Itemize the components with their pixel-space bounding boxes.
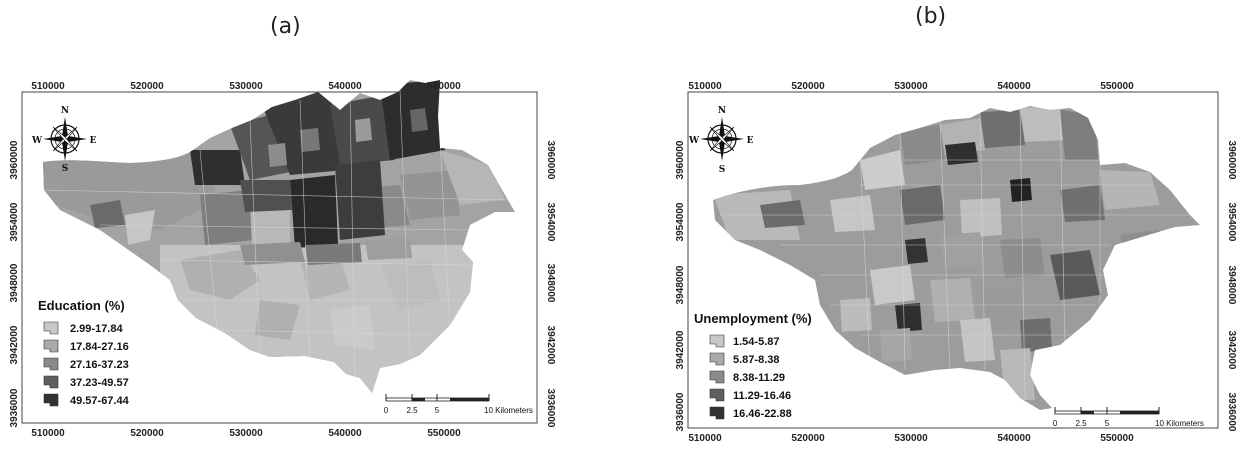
compass-w: W [31, 136, 43, 146]
y-tick: 3942000 [545, 326, 556, 365]
legend-item: 49.57-67.44 [70, 395, 130, 407]
y-tick: 3960000 [675, 140, 686, 179]
x-tick: 520000 [791, 433, 825, 444]
legend-item: 16.46-22.88 [733, 408, 792, 420]
panel-b-label: (b) [915, 4, 947, 29]
x-tick: 530000 [894, 81, 928, 92]
x-tick: 520000 [791, 81, 825, 92]
legend-swatch-icon [709, 334, 725, 420]
scale-label: 0 [384, 406, 389, 415]
compass-w: W [688, 136, 700, 146]
x-tick: 520000 [130, 81, 164, 92]
compass-n: N [718, 106, 726, 116]
scale-bar [385, 394, 490, 402]
x-tick: 550000 [427, 428, 461, 439]
x-tick: 550000 [1100, 81, 1134, 92]
x-tick: 540000 [328, 81, 362, 92]
x-tick: 520000 [130, 428, 164, 439]
y-tick: 3936000 [545, 389, 556, 428]
legend-title: Unemployment (%) [694, 311, 812, 326]
x-tick: 550000 [427, 81, 461, 92]
y-tick: 3948000 [9, 263, 20, 302]
legend-item: 5.87-8.38 [733, 354, 779, 366]
scale-label: 10 Kilometers [1155, 419, 1204, 428]
legend-item: 11.29-16.46 [733, 390, 791, 402]
legend-item: 1.54-5.87 [733, 336, 779, 348]
y-tick: 3942000 [1226, 331, 1237, 370]
y-tick: 3948000 [545, 264, 556, 303]
y-tick: 3954000 [1226, 203, 1237, 242]
y-tick: 3942000 [9, 325, 20, 364]
x-tick: 510000 [31, 81, 65, 92]
y-tick: 3954000 [675, 202, 686, 241]
legend-item: 2.99-17.84 [70, 323, 123, 335]
panel-a-label: (a) [270, 14, 301, 39]
y-tick: 3960000 [9, 140, 20, 179]
scale-label: 10 Kilometers [484, 406, 533, 415]
y-tick: 3936000 [9, 388, 20, 427]
compass-rose-icon [700, 117, 744, 161]
x-tick: 550000 [1100, 433, 1134, 444]
x-tick: 540000 [997, 433, 1031, 444]
compass-rose-icon [43, 117, 87, 161]
scale-label: 2.5 [406, 406, 418, 415]
compass-e: E [90, 136, 97, 146]
x-tick: 510000 [688, 81, 722, 92]
scale-label: 0 [1053, 419, 1058, 428]
y-tick: 3954000 [545, 203, 556, 242]
legend-title: Education (%) [38, 298, 125, 313]
y-tick: 3936000 [1226, 393, 1237, 432]
x-tick: 540000 [328, 428, 362, 439]
scale-bar [1054, 407, 1160, 415]
legend-item: 37.23-49.57 [70, 377, 129, 389]
legend-item: 17.84-27.16 [70, 341, 129, 353]
legend-item: 27.16-37.23 [70, 359, 129, 371]
x-tick: 540000 [997, 81, 1031, 92]
x-tick: 530000 [229, 81, 263, 92]
legend-item: 8.38-11.29 [733, 372, 785, 384]
x-tick: 510000 [31, 428, 65, 439]
compass-s: S [62, 164, 69, 174]
legend-swatch-icon [43, 321, 59, 407]
y-tick: 3954000 [9, 202, 20, 241]
x-tick: 530000 [229, 428, 263, 439]
compass-s: S [719, 165, 726, 175]
y-tick: 3948000 [675, 265, 686, 304]
x-tick: 510000 [688, 433, 722, 444]
y-tick: 3960000 [545, 141, 556, 180]
x-tick: 530000 [894, 433, 928, 444]
scale-label: 5 [435, 406, 440, 415]
y-tick: 3942000 [675, 330, 686, 369]
y-tick: 3936000 [675, 392, 686, 431]
scale-label: 2.5 [1075, 419, 1087, 428]
scale-label: 5 [1105, 419, 1110, 428]
y-tick: 3948000 [1226, 266, 1237, 305]
compass-n: N [61, 106, 69, 116]
compass-e: E [747, 136, 754, 146]
y-tick: 3960000 [1226, 141, 1237, 180]
